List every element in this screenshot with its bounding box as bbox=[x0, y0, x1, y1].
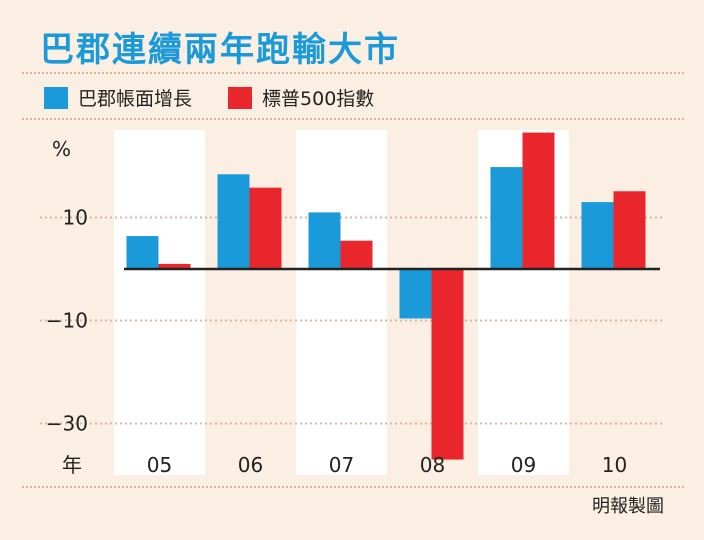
x-tick-label: 06 bbox=[238, 453, 263, 477]
y-tick-label: −10 bbox=[46, 309, 88, 333]
bar-series1 bbox=[399, 269, 432, 319]
column-band bbox=[296, 130, 387, 475]
legend: 巴郡帳面增長 標普500指數 bbox=[44, 84, 400, 111]
bar-series2 bbox=[613, 191, 646, 270]
x-tick-label: 10 bbox=[602, 453, 627, 477]
x-tick-label: 05 bbox=[147, 453, 172, 477]
x-tick-label: 09 bbox=[511, 453, 536, 477]
legend-swatch-red bbox=[228, 86, 253, 109]
y-tick-label: −30 bbox=[46, 412, 88, 436]
bar-series2 bbox=[158, 263, 191, 270]
bar-series2 bbox=[522, 132, 555, 270]
bar-series2 bbox=[431, 269, 464, 460]
bar-series1 bbox=[308, 212, 341, 270]
bar-series1 bbox=[217, 174, 250, 270]
bar-series2 bbox=[340, 240, 373, 270]
legend-swatch-blue bbox=[44, 86, 68, 109]
x-tick-label: 07 bbox=[329, 453, 354, 477]
bottom-divider bbox=[22, 486, 684, 488]
legend-label-series1: 巴郡帳面增長 bbox=[78, 88, 193, 110]
legend-divider bbox=[22, 118, 684, 120]
bar-series1 bbox=[126, 236, 159, 270]
bar-series2 bbox=[249, 187, 282, 270]
chart-title: 巴郡連續兩年跑輸大市 bbox=[40, 30, 400, 70]
legend-label-series2: 標普500指數 bbox=[262, 88, 375, 110]
bar-series1 bbox=[581, 202, 614, 270]
bar-series1 bbox=[490, 167, 523, 270]
y-tick-label: 10 bbox=[63, 206, 88, 230]
y-axis-unit: % bbox=[52, 137, 71, 161]
title-divider bbox=[22, 72, 684, 74]
legend-item-series2: 標普500指數 bbox=[228, 84, 374, 111]
credit-text: 明報製圖 bbox=[592, 496, 664, 517]
column-band bbox=[114, 130, 205, 475]
legend-item-series1: 巴郡帳面增長 bbox=[44, 84, 192, 111]
x-axis-label: 年 bbox=[62, 453, 82, 477]
x-tick-label: 08 bbox=[420, 453, 445, 477]
